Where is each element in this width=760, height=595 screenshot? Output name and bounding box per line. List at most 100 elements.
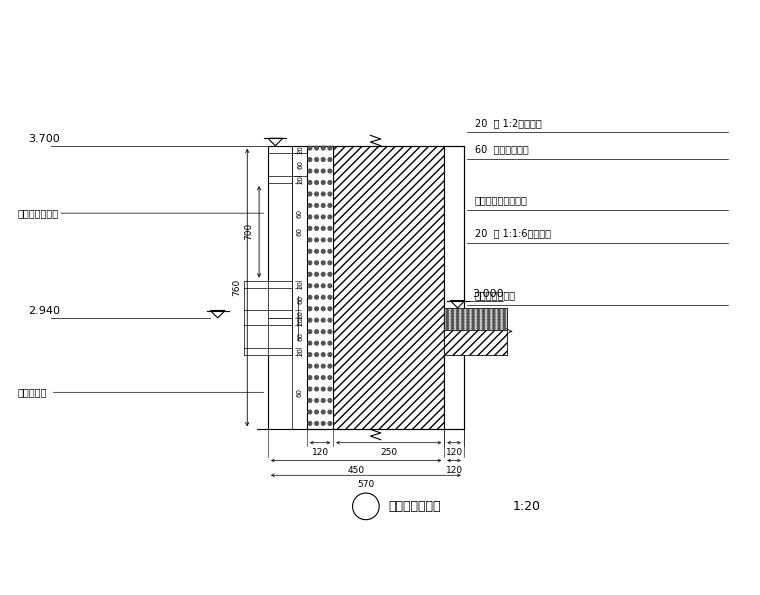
Text: 60: 60 (296, 227, 302, 236)
Circle shape (315, 410, 318, 414)
Circle shape (461, 321, 464, 324)
Circle shape (461, 318, 464, 321)
Bar (268, 318, 293, 430)
Text: 刷白用白色涂料: 刷白用白色涂料 (475, 290, 516, 300)
Circle shape (488, 318, 489, 321)
Circle shape (328, 318, 332, 322)
Circle shape (308, 284, 312, 287)
Circle shape (328, 169, 332, 173)
Circle shape (446, 312, 448, 315)
Circle shape (321, 192, 325, 196)
Circle shape (308, 261, 312, 265)
Circle shape (328, 261, 332, 265)
Text: 60  厚护坡混凝土: 60 厚护坡混凝土 (475, 145, 529, 155)
Text: 20: 20 (297, 347, 303, 356)
Circle shape (321, 353, 325, 356)
Circle shape (315, 158, 318, 161)
Circle shape (483, 324, 485, 327)
Circle shape (498, 327, 500, 330)
Circle shape (315, 227, 318, 230)
Circle shape (328, 238, 332, 242)
Circle shape (477, 318, 480, 321)
Circle shape (308, 158, 312, 161)
Text: 山墙一层顶线角: 山墙一层顶线角 (388, 500, 441, 513)
Circle shape (457, 312, 459, 315)
Circle shape (488, 321, 489, 324)
Circle shape (315, 342, 318, 345)
Text: 120: 120 (445, 466, 463, 475)
Circle shape (451, 309, 454, 312)
Circle shape (472, 327, 474, 330)
Circle shape (315, 364, 318, 368)
Circle shape (503, 321, 505, 324)
Circle shape (492, 321, 495, 324)
Circle shape (315, 181, 318, 184)
Circle shape (321, 146, 325, 150)
Text: 现浇钢筋混凝土楼板: 现浇钢筋混凝土楼板 (475, 195, 527, 205)
Circle shape (483, 312, 485, 315)
Circle shape (457, 324, 459, 327)
Circle shape (328, 375, 332, 380)
Circle shape (315, 318, 318, 322)
Circle shape (477, 309, 480, 312)
Text: 3.000: 3.000 (473, 289, 504, 299)
Circle shape (488, 324, 489, 327)
Circle shape (467, 324, 469, 327)
Circle shape (328, 307, 332, 311)
Circle shape (498, 321, 500, 324)
Circle shape (472, 315, 474, 318)
Text: 760: 760 (233, 279, 242, 296)
Text: 1:20: 1:20 (512, 500, 540, 513)
Circle shape (328, 399, 332, 402)
Text: 20: 20 (297, 310, 303, 318)
Circle shape (315, 146, 318, 150)
Circle shape (503, 312, 505, 315)
Circle shape (308, 203, 312, 207)
Text: 20: 20 (297, 145, 303, 154)
Circle shape (472, 312, 474, 315)
Circle shape (321, 261, 325, 265)
Circle shape (492, 312, 495, 315)
Circle shape (308, 330, 312, 334)
Circle shape (321, 387, 325, 391)
Circle shape (308, 181, 312, 184)
Circle shape (457, 309, 459, 312)
Circle shape (308, 375, 312, 380)
Circle shape (321, 410, 325, 414)
Circle shape (321, 203, 325, 207)
Circle shape (457, 321, 459, 324)
Text: 集白色外墙面砖: 集白色外墙面砖 (17, 208, 59, 218)
Bar (445, 308, 507, 330)
Circle shape (308, 307, 312, 311)
Circle shape (321, 330, 325, 334)
Circle shape (446, 321, 448, 324)
Circle shape (308, 422, 312, 425)
Circle shape (315, 295, 318, 299)
Circle shape (446, 309, 448, 312)
Text: 20: 20 (297, 317, 303, 326)
Circle shape (498, 324, 500, 327)
Circle shape (308, 342, 312, 345)
Circle shape (477, 327, 480, 330)
Circle shape (503, 318, 505, 321)
Circle shape (483, 321, 485, 324)
Circle shape (328, 181, 332, 184)
Circle shape (472, 321, 474, 324)
Text: 20: 20 (297, 280, 303, 289)
Circle shape (308, 364, 312, 368)
Circle shape (498, 315, 500, 318)
Circle shape (503, 315, 505, 318)
Circle shape (488, 327, 489, 330)
Circle shape (315, 284, 318, 287)
Text: 刷白色涂料: 刷白色涂料 (17, 387, 46, 397)
Circle shape (467, 309, 469, 312)
Circle shape (328, 353, 332, 356)
Circle shape (321, 273, 325, 276)
Circle shape (492, 309, 495, 312)
Circle shape (321, 158, 325, 161)
Circle shape (477, 312, 480, 315)
Circle shape (328, 215, 332, 219)
Circle shape (472, 318, 474, 321)
Circle shape (451, 315, 454, 318)
Circle shape (328, 146, 332, 150)
